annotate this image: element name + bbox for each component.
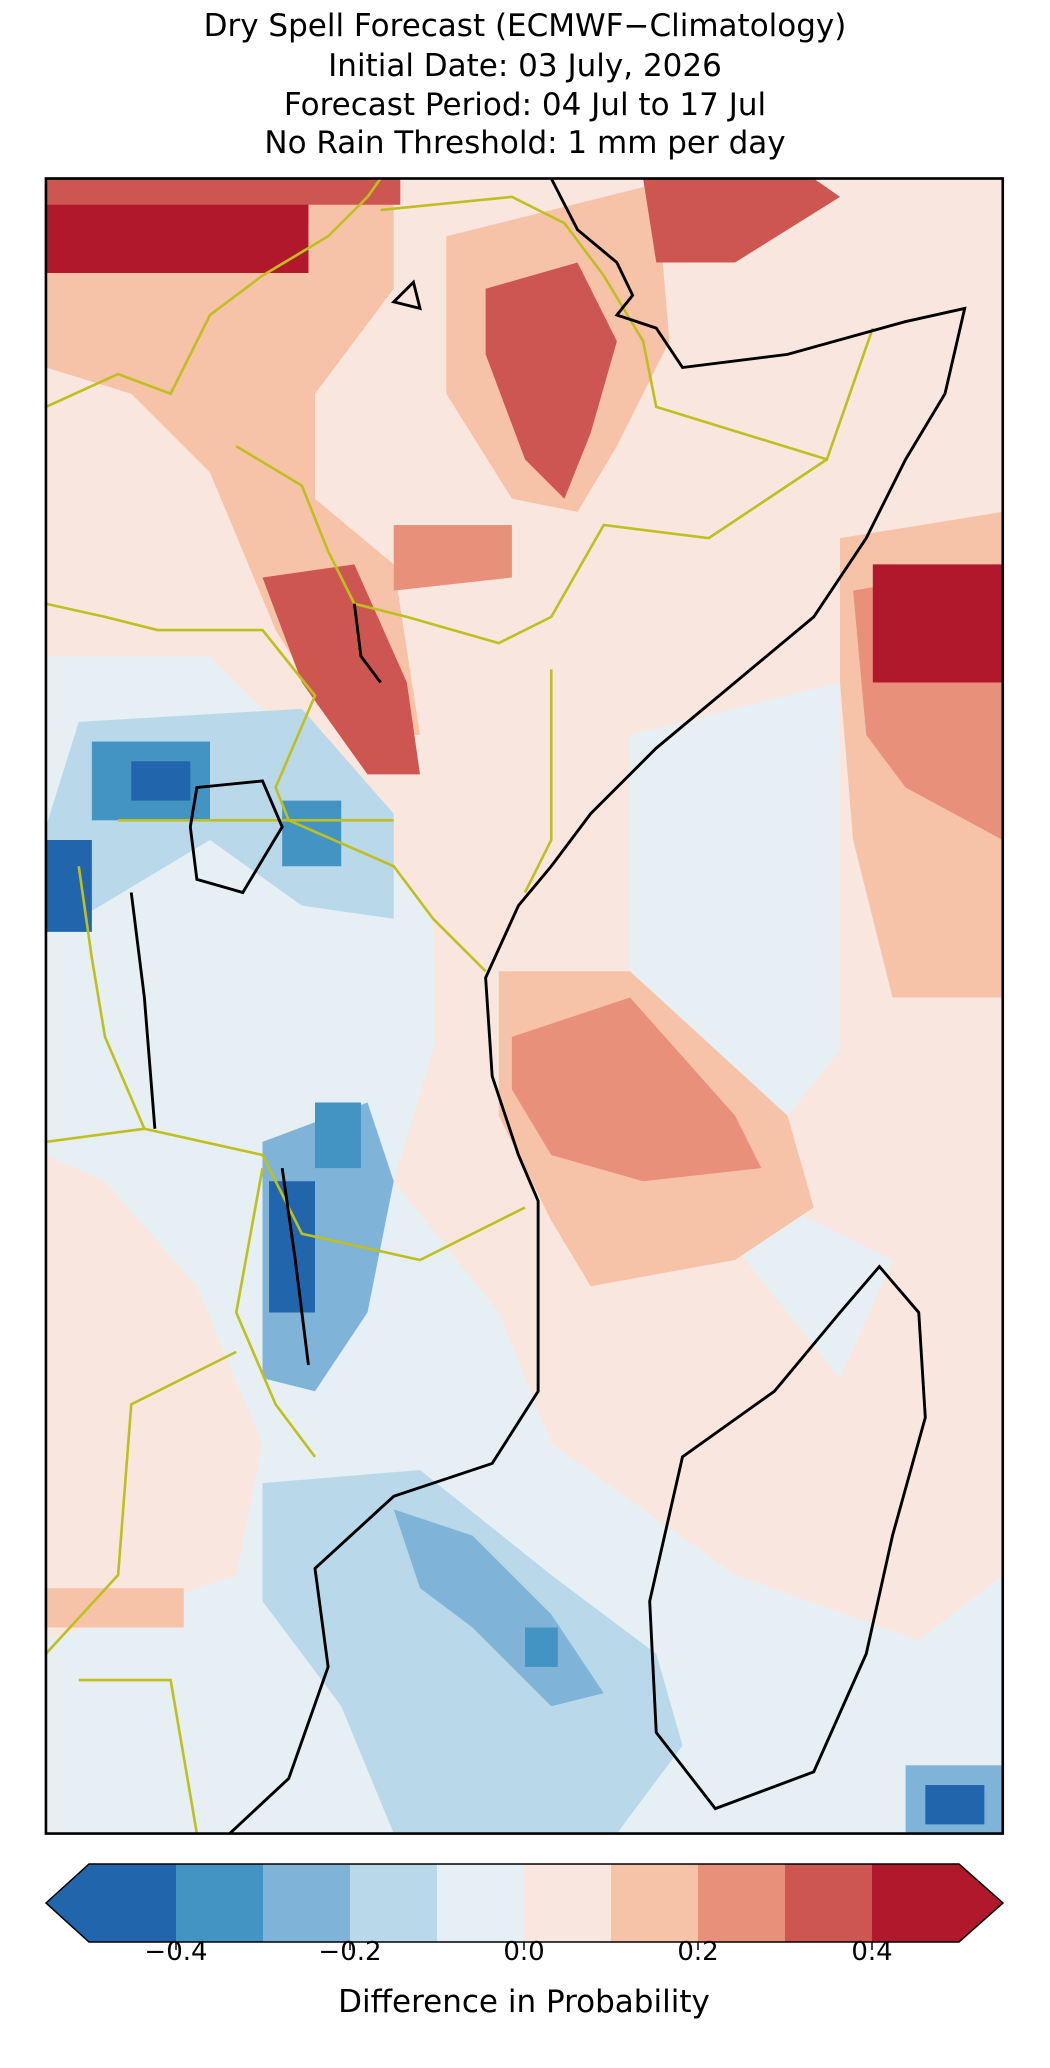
colorbar-bin <box>785 1864 873 1942</box>
colorbar-bin <box>263 1864 351 1942</box>
colorbar: −0.4 −0.2 0.0 0.2 0.4 <box>44 1863 1005 1967</box>
colorbar-bin <box>437 1864 525 1942</box>
colorbar-tick-label: 0.4 <box>851 1937 892 1967</box>
colorbar-bin <box>524 1864 612 1942</box>
title-line: Initial Date: 03 July, 2026 <box>328 48 722 84</box>
colorbar-bin <box>698 1864 786 1942</box>
coastlines <box>129 178 967 1834</box>
colorbar-bin <box>176 1864 264 1942</box>
title-line: No Rain Threshold: 1 mm per day <box>264 125 785 161</box>
colorbar-tick-label: −0.4 <box>144 1937 207 1967</box>
colorbar-bin <box>89 1864 177 1942</box>
colorbar-tick-label: 0.2 <box>677 1937 718 1967</box>
colorbar-bin <box>872 1864 960 1942</box>
title-line: Dry Spell Forecast (ECMWF−Climatology) <box>204 8 847 44</box>
colorbar-tick-label: −0.2 <box>318 1937 381 1967</box>
map-field <box>45 178 1003 1834</box>
colorbar-tick-label: 0.0 <box>503 1937 544 1967</box>
colorbar-under <box>46 1864 89 1942</box>
colorbar-bin <box>350 1864 438 1942</box>
title-line: Forecast Period: 04 Jul to 17 Jul <box>284 87 766 123</box>
colorbar-over <box>959 1864 1003 1942</box>
colorbar-bin <box>611 1864 699 1942</box>
map-frame <box>44 177 1005 1835</box>
map <box>44 177 1005 1835</box>
colorbar-outline <box>44 1863 1005 1943</box>
colorbar-label: Difference in Probability <box>338 1984 710 2020</box>
